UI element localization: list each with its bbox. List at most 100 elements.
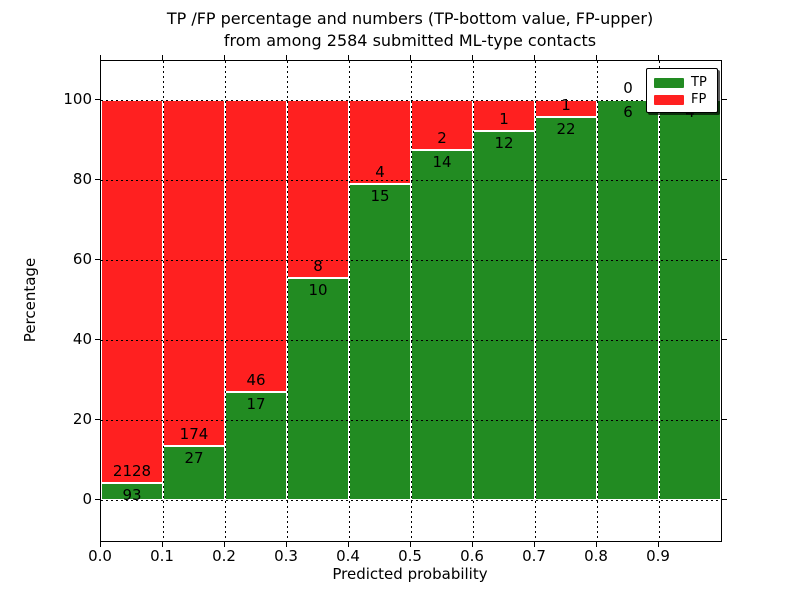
bar-segment-fp xyxy=(473,100,535,131)
x-tick-mark-top xyxy=(410,55,411,60)
legend-swatch-fp xyxy=(654,94,684,105)
bar-segment-fp xyxy=(411,100,473,150)
tp-count-label: 22 xyxy=(556,120,576,139)
gridline-horizontal xyxy=(101,99,721,101)
x-tick-mark-bottom xyxy=(100,542,101,547)
bar-segment-tp xyxy=(597,100,659,500)
fp-count-label: 0 xyxy=(623,79,633,97)
y-tick-mark-left xyxy=(95,419,100,420)
bar-segment-fp xyxy=(349,100,411,185)
x-tick-mark-top xyxy=(472,55,473,60)
chart-title: TP /FP percentage and numbers (TP-bottom… xyxy=(100,8,720,52)
y-tick-mark-left xyxy=(95,339,100,340)
y-axis-label: Percentage xyxy=(21,257,39,343)
gridline-vertical xyxy=(410,61,412,541)
x-tick-mark-top xyxy=(348,55,349,60)
bar-segment-tp xyxy=(473,130,535,500)
fp-count-label: 1 xyxy=(561,96,571,115)
bar-segment-fp xyxy=(101,100,163,484)
tp-count-label: 12 xyxy=(494,133,514,152)
y-tick-mark-left xyxy=(95,259,100,260)
y-tick-mark-right xyxy=(722,339,727,340)
gridline-vertical xyxy=(224,61,226,541)
x-tick-mark-top xyxy=(224,55,225,60)
gridline-horizontal xyxy=(101,339,721,341)
x-tick-mark-bottom xyxy=(410,542,411,547)
x-tick-mark-bottom xyxy=(658,542,659,547)
legend-entry-tp: TP xyxy=(654,74,710,91)
legend-swatch-tp xyxy=(654,77,684,88)
gridline-vertical xyxy=(534,61,536,541)
y-tick-label: 100 xyxy=(63,90,92,108)
tp-count-label: 17 xyxy=(246,395,266,414)
bar-segment-fp xyxy=(225,100,287,393)
x-tick-mark-bottom xyxy=(348,542,349,547)
tp-count-label: 27 xyxy=(184,449,204,468)
x-tick-mark-bottom xyxy=(596,542,597,547)
tp-count-label: 14 xyxy=(432,153,452,171)
gridline-vertical xyxy=(286,61,288,541)
bar-segment-tp xyxy=(287,277,349,500)
x-tick-label: 0.2 xyxy=(212,547,236,565)
gridline-horizontal xyxy=(101,419,721,421)
y-tick-label: 80 xyxy=(72,170,92,188)
x-tick-label: 0.6 xyxy=(460,547,484,565)
gridline-horizontal xyxy=(101,499,721,501)
fp-count-label: 4 xyxy=(375,163,385,182)
x-tick-mark-top xyxy=(596,55,597,60)
x-tick-mark-top xyxy=(286,55,287,60)
tp-count-label: 93 xyxy=(122,486,142,505)
x-tick-mark-top xyxy=(658,55,659,60)
x-tick-mark-bottom xyxy=(286,542,287,547)
fp-count-label: 46 xyxy=(246,371,266,390)
gridline-horizontal xyxy=(101,259,721,261)
bar-segment-tp xyxy=(225,392,287,500)
legend-label-tp: TP xyxy=(691,75,707,90)
x-tick-label: 0.7 xyxy=(522,547,546,565)
fp-count-label: 2 xyxy=(437,129,447,147)
y-tick-label: 60 xyxy=(72,250,92,268)
gridline-vertical xyxy=(472,61,474,541)
y-tick-mark-right xyxy=(722,419,727,420)
x-tick-label: 0.1 xyxy=(150,547,174,565)
x-tick-mark-bottom xyxy=(534,542,535,547)
bar-segment-tp xyxy=(411,150,473,500)
y-tick-mark-right xyxy=(722,99,727,100)
fp-count-label: 1 xyxy=(499,109,509,128)
fp-count-label: 8 xyxy=(313,256,323,275)
bar-segment-fp xyxy=(287,100,349,278)
gridline-vertical xyxy=(348,61,350,541)
gridline-horizontal xyxy=(101,179,721,181)
legend: TP FP xyxy=(646,68,718,113)
y-tick-mark-left xyxy=(95,99,100,100)
bar-segment-fp xyxy=(163,100,225,447)
x-tick-mark-top xyxy=(534,55,535,60)
bar-segment-tp xyxy=(535,117,597,500)
x-tick-label: 0.8 xyxy=(584,547,608,565)
legend-label-fp: FP xyxy=(691,92,707,107)
y-tick-label: 0 xyxy=(82,490,92,508)
fp-count-label: 2128 xyxy=(112,462,152,481)
gridline-vertical xyxy=(596,61,598,541)
x-tick-mark-bottom xyxy=(472,542,473,547)
bar-segment-tp xyxy=(659,100,721,500)
x-tick-mark-top xyxy=(162,55,163,60)
tp-count-label: 10 xyxy=(308,280,328,299)
y-tick-mark-left xyxy=(95,179,100,180)
x-axis-label: Predicted probability xyxy=(332,565,488,583)
x-tick-label: 0.4 xyxy=(336,547,360,565)
y-tick-mark-right xyxy=(722,259,727,260)
y-tick-label: 20 xyxy=(72,410,92,428)
x-tick-label: 0.5 xyxy=(398,547,422,565)
y-tick-label: 40 xyxy=(72,330,92,348)
x-tick-label: 0.9 xyxy=(646,547,670,565)
y-tick-mark-right xyxy=(722,499,727,500)
tp-count-label: 15 xyxy=(370,187,390,206)
gridline-vertical xyxy=(658,61,660,541)
x-tick-label: 0.0 xyxy=(88,547,112,565)
x-tick-mark-bottom xyxy=(224,542,225,547)
legend-entry-fp: FP xyxy=(654,91,710,108)
bar-segment-tp xyxy=(349,184,411,500)
